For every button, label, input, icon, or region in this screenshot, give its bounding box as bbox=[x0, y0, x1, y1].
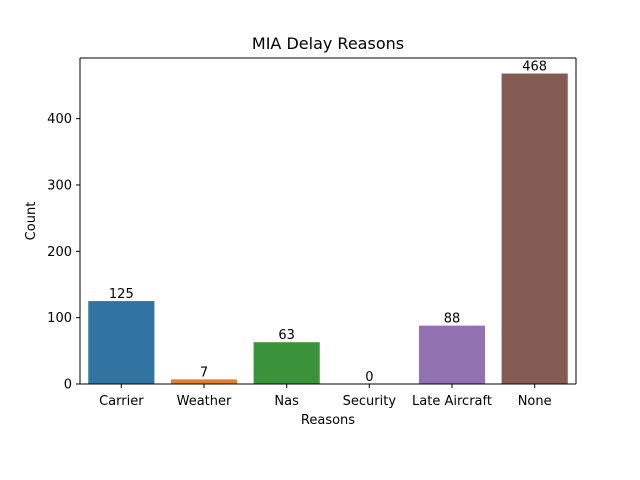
data-label: 88 bbox=[444, 312, 461, 327]
x-tick-label: Nas bbox=[274, 394, 299, 409]
x-tick-label: Weather bbox=[177, 394, 232, 409]
y-tick-label: 300 bbox=[47, 178, 72, 193]
x-tick-label: None bbox=[518, 394, 552, 409]
bar-carrier bbox=[88, 301, 155, 384]
y-tick-label: 400 bbox=[47, 112, 72, 127]
bar-late-aircraft bbox=[418, 325, 486, 384]
y-tick-label: 200 bbox=[47, 245, 72, 260]
x-tick-label: Carrier bbox=[99, 394, 144, 409]
data-label: 7 bbox=[200, 365, 208, 380]
x-axis-title: Reasons bbox=[301, 413, 355, 428]
data-label: 63 bbox=[278, 328, 295, 343]
bar-none bbox=[501, 73, 568, 385]
y-axis-title: Count bbox=[24, 202, 39, 241]
y-tick-label: 100 bbox=[47, 311, 72, 326]
plot-area: 0 100 200 300 400 Carrier Weather Nas Security La… bbox=[47, 57, 577, 409]
chart-title: MIA Delay Reasons bbox=[252, 34, 404, 53]
y-tick-label: 0 bbox=[64, 378, 72, 393]
data-label: 468 bbox=[522, 60, 547, 75]
x-tick-label: Late Aircraft bbox=[412, 394, 492, 409]
data-label: 0 bbox=[365, 370, 373, 385]
data-label: 125 bbox=[109, 287, 134, 302]
bar-weather bbox=[170, 379, 238, 384]
x-tick-label: Security bbox=[343, 394, 397, 409]
bar-nas bbox=[253, 342, 320, 384]
